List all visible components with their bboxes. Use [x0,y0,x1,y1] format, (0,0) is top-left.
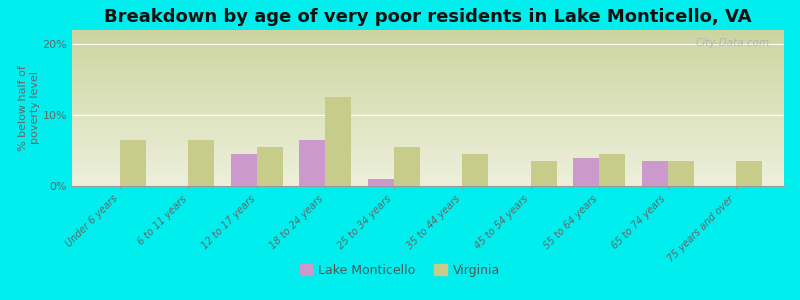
Bar [530,161,557,186]
Bar [188,140,214,186]
Bar [394,147,420,186]
Bar [368,179,394,186]
Bar [462,154,488,186]
Title: Breakdown by age of very poor residents in Lake Monticello, VA: Breakdown by age of very poor residents … [104,8,752,26]
Bar [257,147,283,186]
Legend: Lake Monticello, Virginia: Lake Monticello, Virginia [294,259,506,282]
Bar [573,158,599,186]
Bar [736,161,762,186]
Bar [599,154,625,186]
Bar [120,140,146,186]
Y-axis label: % below half of
poverty level: % below half of poverty level [18,65,40,151]
Bar [231,154,257,186]
Bar [642,161,668,186]
Bar [668,161,694,186]
Text: City-Data.com: City-Data.com [696,38,770,48]
Bar [326,98,351,186]
Bar [299,140,326,186]
